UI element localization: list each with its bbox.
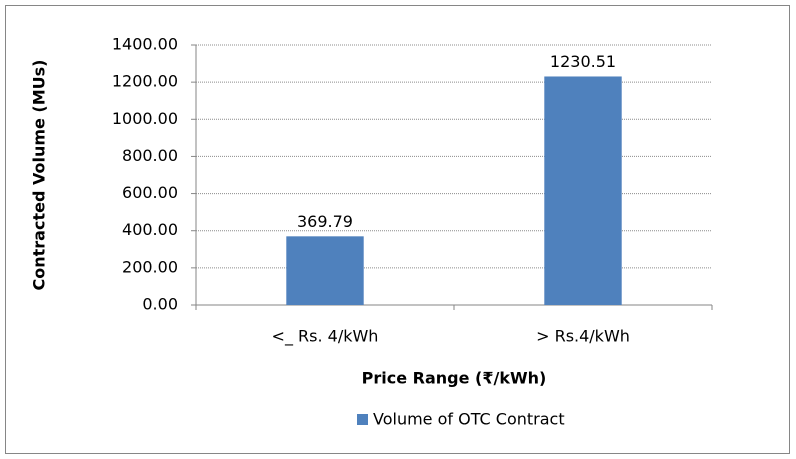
y-tick-label: 400.00: [122, 220, 178, 239]
y-axis-title: Contracted Volume (MUs): [30, 60, 49, 291]
legend-swatch: [357, 414, 368, 425]
x-tick-label: <_ Rs. 4/kWh: [272, 327, 379, 347]
y-tick-label: 800.00: [122, 146, 178, 165]
y-tick-label: 1400.00: [112, 35, 178, 54]
y-tick-label: 1000.00: [112, 109, 178, 128]
chart-border: [5, 5, 790, 454]
y-tick-label: 1200.00: [112, 72, 178, 91]
x-axis-title: Price Range (₹/kWh): [362, 369, 547, 388]
x-tick-label: > Rs.4/kWh: [536, 327, 630, 346]
bar: [286, 236, 364, 305]
bar: [544, 76, 622, 305]
y-tick-label: 600.00: [122, 183, 178, 202]
y-tick-label: 0.00: [142, 295, 178, 314]
data-label: 1230.51: [550, 52, 616, 71]
data-label: 369.79: [297, 212, 353, 231]
legend-label: Volume of OTC Contract: [373, 410, 565, 429]
y-tick-label: 200.00: [122, 257, 178, 276]
